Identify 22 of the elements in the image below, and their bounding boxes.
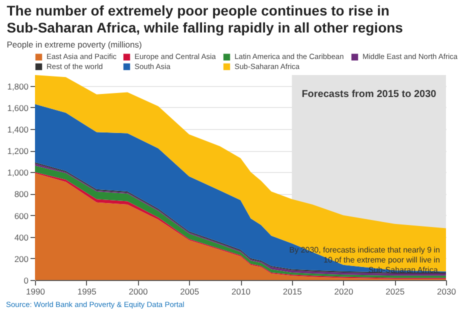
x-tick-label: 1990 bbox=[26, 286, 46, 296]
x-tick-label: 2025 bbox=[386, 286, 405, 296]
x-tick-label: 2020 bbox=[334, 286, 354, 296]
x-tick-label: 2015 bbox=[282, 286, 302, 296]
x-tick-label: 1995 bbox=[77, 286, 97, 296]
x-tick-label: 2000 bbox=[128, 286, 148, 296]
y-tick-label: 1,000 bbox=[7, 168, 29, 178]
y-tick-label: 1,200 bbox=[7, 146, 29, 156]
x-tick-label: 2005 bbox=[180, 286, 200, 296]
band-label: Forecasts from 2015 to 2030 bbox=[302, 89, 437, 100]
y-tick-label: 1,800 bbox=[7, 81, 29, 92]
x-tick-label: 2010 bbox=[232, 286, 251, 296]
y-tick-label: 0 bbox=[24, 276, 29, 286]
y-tick-label: 400 bbox=[14, 232, 29, 242]
y-tick-label: 200 bbox=[14, 254, 29, 264]
chart-title: The number of extremely poor people continues to rise in Sub-Saharan Africa, while falling rapidly in all other regions bbox=[6, 2, 404, 36]
y-tick-label: 600 bbox=[14, 210, 29, 221]
x-tick-label: 2030 bbox=[437, 286, 456, 296]
y-tick-label: 800 bbox=[14, 189, 29, 200]
y-axis-title: People in extreme poverty (millions) bbox=[6, 40, 142, 50]
y-tick-label: 1,400 bbox=[7, 124, 29, 134]
y-tick-label: 1,600 bbox=[7, 102, 29, 113]
